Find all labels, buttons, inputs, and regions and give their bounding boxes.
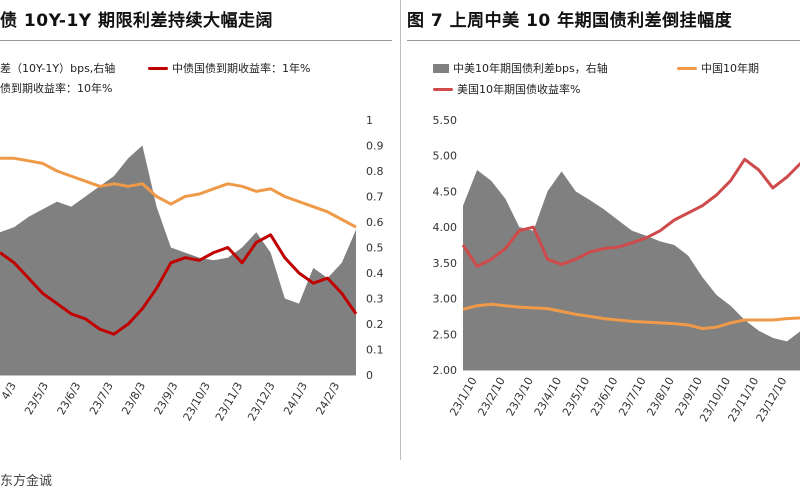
y-tick-label: 5.50 <box>433 114 458 127</box>
legend-cn-10y-label: 债到期收益率：10年% <box>0 82 113 95</box>
y-tick-label: 0.7 <box>366 191 384 204</box>
left-chart-panel: 债 10Y-1Y 期限利差持续大幅走阔 差（10Y-1Y）bps,右轴 中债国债… <box>0 0 392 460</box>
y-tick-label: 0.2 <box>366 318 384 331</box>
y-tick-label: 0.3 <box>366 293 384 306</box>
y-tick-label: 0.1 <box>366 344 384 357</box>
series-line-1 <box>0 233 358 336</box>
y-tick-label: 0.9 <box>366 140 384 153</box>
legend-spread-10y-1y: 差（10Y-1Y）bps,右轴 <box>0 60 115 76</box>
right-title-rule <box>407 40 800 41</box>
y-tick-label: 2.50 <box>433 328 458 341</box>
legend-cn10-swatch <box>677 66 697 70</box>
legend-cn10-label: 中国10年期 <box>701 62 759 75</box>
x-tick-label: 23/10/3 <box>181 380 213 423</box>
y-tick-label: 0.6 <box>366 216 384 229</box>
legend-us10-swatch <box>433 87 453 91</box>
left-title-rule <box>0 40 392 41</box>
y-tick-label: 0.4 <box>366 267 384 280</box>
legend-spread-cn-us-label: 中美10年期国债利差bps，右轴 <box>453 62 608 75</box>
y-tick-label: 3.00 <box>433 293 458 306</box>
series-line-2 <box>0 156 357 229</box>
y-tick-label: 0.8 <box>366 165 384 178</box>
x-tick-label: 23/11/3 <box>213 380 245 423</box>
x-tick-label: 24/2/3 <box>313 380 342 417</box>
series-line-1 <box>462 302 800 331</box>
y-tick-label: 0 <box>366 369 373 382</box>
legend-cn-1y: 中债国债到期收益率：1年% <box>148 60 310 76</box>
legend-cn-10y-right: 中国10年期 <box>677 60 759 76</box>
x-tick-label: 4/3 <box>0 380 19 402</box>
legend-cn-1y-swatch <box>148 66 168 70</box>
legend-cn-1y-label: 中债国债到期收益率：1年% <box>172 62 311 75</box>
y-tick-label: 2.00 <box>433 364 458 377</box>
x-tick-label: 23/8/3 <box>119 380 148 417</box>
series-area-0 <box>463 170 800 370</box>
left-chart-title: 债 10Y-1Y 期限利差持续大幅走阔 <box>0 11 273 31</box>
y-tick-label: 3.50 <box>433 257 458 270</box>
x-tick-label: 24/1/3 <box>281 380 310 417</box>
y-tick-label: 4.00 <box>433 221 458 234</box>
x-tick-label: 23/5/3 <box>22 380 51 417</box>
right-chart-plot: 2.002.503.003.504.004.505.005.5023/1/102… <box>433 114 800 424</box>
source-note: 东方金诚 <box>0 474 53 489</box>
right-chart-panel: 图 7 上周中美 10 年期国债利差倒挂幅度 中美10年期国债利差bps，右轴 … <box>400 0 800 460</box>
y-tick-label: 5.00 <box>433 150 458 163</box>
x-tick-label: 23/7/3 <box>87 380 116 417</box>
legend-us-10y: 美国10年期国债收益率% <box>433 81 580 97</box>
right-chart-title: 图 7 上周中美 10 年期国债利差倒挂幅度 <box>407 11 733 31</box>
series-line-2 <box>461 157 800 268</box>
legend-cn-10y: 债到期收益率：10年% <box>0 80 112 96</box>
legend-spread-swatch <box>433 63 449 73</box>
y-tick-label: 1 <box>366 114 373 127</box>
x-tick-label: 23/12/3 <box>245 380 277 423</box>
x-tick-label: 23/6/3 <box>55 380 84 417</box>
legend-spread-label: 差（10Y-1Y）bps,右轴 <box>0 62 116 75</box>
legend-spread-cn-us: 中美10年期国债利差bps，右轴 <box>433 60 608 76</box>
y-tick-label: 4.50 <box>433 185 458 198</box>
x-tick-label: 23/9/3 <box>152 380 181 417</box>
legend-us10-label: 美国10年期国债收益率% <box>457 83 581 96</box>
left-chart-plot: 00.10.20.30.40.50.60.70.80.914/3 23/5/3 23… <box>0 114 384 423</box>
y-tick-label: 0.5 <box>366 242 384 255</box>
